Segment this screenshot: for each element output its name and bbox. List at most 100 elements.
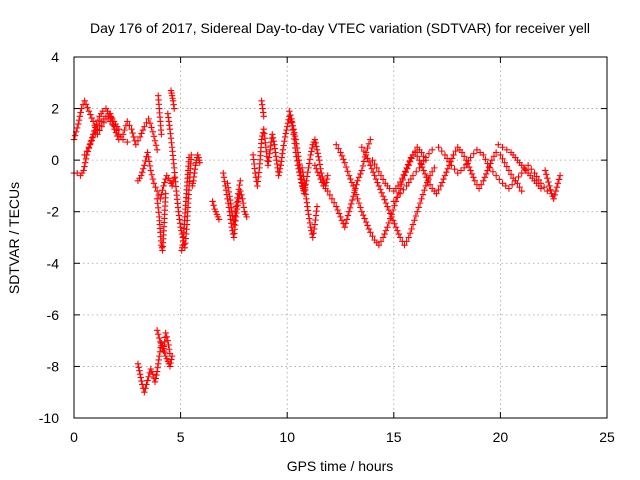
- data-point: [369, 168, 377, 176]
- data-point: [501, 159, 508, 166]
- data-point: [316, 161, 324, 168]
- data-point: [374, 179, 381, 186]
- data-point: [136, 133, 144, 141]
- data-point: [480, 177, 487, 184]
- data-point: [148, 124, 155, 131]
- data-point: [426, 181, 434, 188]
- data-point: [421, 187, 428, 194]
- data-point: [156, 334, 163, 342]
- data-point: [228, 208, 235, 215]
- data-point: [365, 140, 373, 148]
- data-point: [137, 172, 145, 179]
- data-point: [323, 175, 331, 183]
- data-point: [489, 168, 497, 175]
- data-point: [87, 111, 94, 118]
- data-point: [475, 185, 483, 192]
- data-point: [141, 123, 148, 130]
- data-point: [279, 146, 287, 154]
- data-point: [499, 155, 506, 163]
- data-point: [358, 167, 366, 174]
- data-point: [150, 180, 158, 187]
- data-point: [450, 151, 457, 159]
- data-point: [158, 131, 165, 138]
- data-point: [425, 150, 433, 157]
- data-point: [141, 389, 148, 396]
- data-point: [259, 129, 267, 136]
- data-point: [368, 165, 375, 172]
- data-point: [142, 385, 149, 392]
- data-point: [298, 164, 306, 172]
- data-point: [378, 189, 385, 197]
- data-point: [161, 349, 168, 356]
- y-tick-label: -4: [47, 255, 60, 271]
- data-point: [467, 167, 474, 174]
- data-point: [330, 199, 338, 206]
- data-point: [243, 213, 250, 221]
- data-point: [145, 158, 153, 165]
- data-point: [260, 113, 267, 120]
- data-point: [411, 149, 419, 156]
- data-point: [485, 163, 493, 171]
- data-point: [384, 203, 391, 210]
- data-point: [311, 136, 319, 143]
- data-point: [305, 211, 312, 218]
- data-point: [353, 181, 360, 188]
- data-point: [387, 210, 394, 217]
- data-point: [488, 156, 496, 164]
- data-point: [556, 172, 564, 179]
- data-point: [153, 327, 161, 334]
- data-point: [347, 200, 355, 208]
- data-point: [180, 241, 188, 248]
- data-point: [553, 184, 561, 191]
- data-point: [324, 187, 331, 195]
- data-point: [422, 182, 429, 190]
- data-point: [443, 155, 451, 162]
- data-point: [354, 177, 361, 184]
- data-point: [377, 172, 385, 179]
- data-point: [162, 190, 169, 197]
- data-point: [310, 230, 317, 237]
- data-point: [148, 171, 156, 178]
- data-point: [146, 162, 154, 170]
- data-point: [290, 126, 297, 133]
- data-point: [324, 172, 331, 179]
- data-point: [225, 188, 233, 196]
- data-point: [458, 149, 466, 156]
- data-point: [460, 164, 468, 172]
- data-point: [94, 126, 101, 133]
- data-point: [225, 184, 232, 191]
- data-point: [335, 145, 342, 152]
- data-point: [371, 172, 378, 179]
- data-point: [394, 182, 402, 190]
- data-point: [284, 119, 292, 127]
- data-series: [70, 87, 564, 396]
- data-point: [420, 157, 427, 165]
- data-point: [300, 173, 307, 180]
- data-point: [470, 174, 477, 181]
- data-point: [338, 217, 346, 224]
- data-point: [385, 219, 393, 227]
- data-point: [82, 155, 90, 163]
- data-point: [93, 120, 100, 128]
- data-point: [412, 168, 420, 175]
- data-point: [409, 172, 417, 179]
- data-point: [543, 171, 550, 178]
- data-point: [309, 234, 316, 241]
- data-point: [147, 167, 154, 174]
- data-point: [87, 140, 94, 148]
- data-point: [344, 212, 352, 219]
- data-point: [435, 144, 442, 151]
- data-point: [252, 169, 259, 177]
- data-point: [379, 176, 387, 183]
- data-point: [341, 223, 348, 231]
- data-point: [275, 172, 282, 179]
- data-point: [81, 159, 89, 166]
- data-point: [358, 208, 366, 215]
- data-point: [81, 151, 88, 159]
- data-point: [220, 169, 227, 177]
- data-point: [550, 195, 557, 203]
- data-point: [521, 165, 529, 173]
- data-point: [134, 137, 142, 145]
- data-point: [152, 375, 159, 382]
- data-point: [465, 157, 472, 165]
